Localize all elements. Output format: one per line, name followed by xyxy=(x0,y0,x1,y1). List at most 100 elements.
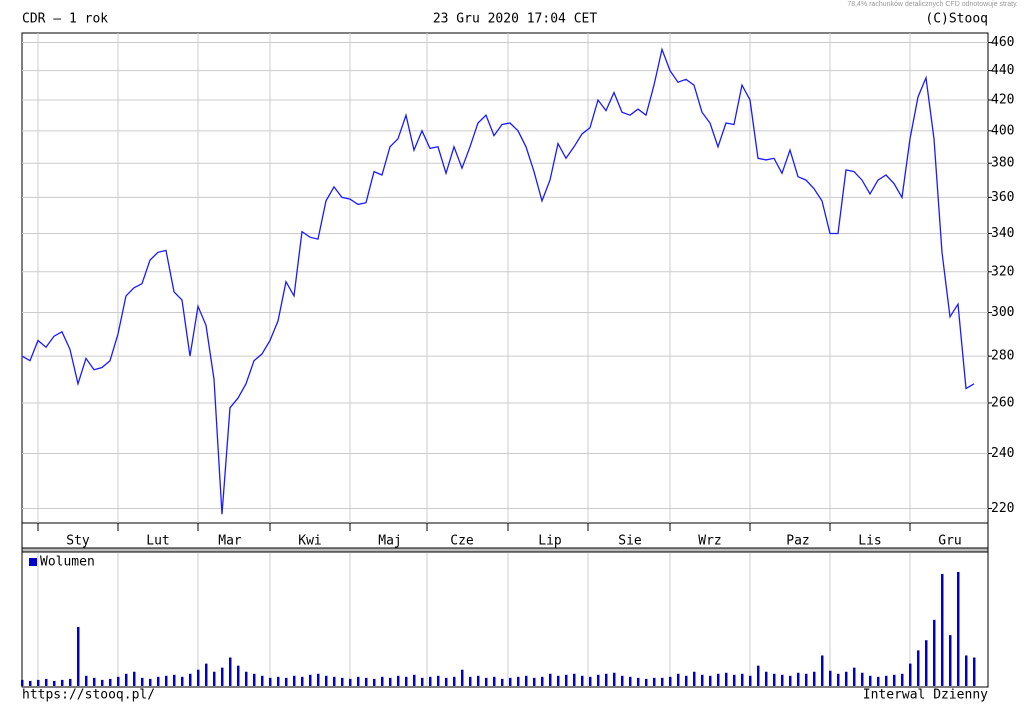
volume-bar xyxy=(437,675,440,686)
y-tick-label: 420 xyxy=(991,93,1014,108)
volume-bar xyxy=(101,679,104,686)
volume-bar xyxy=(741,673,744,686)
volume-bar xyxy=(93,677,96,686)
volume-bar xyxy=(325,675,328,686)
volume-bar xyxy=(581,675,584,686)
volume-bar xyxy=(685,675,688,686)
volume-bar xyxy=(445,677,448,686)
volume-bar xyxy=(29,680,32,686)
y-tick-label: 280 xyxy=(991,349,1014,364)
volume-bar xyxy=(269,677,272,686)
volume-bar xyxy=(189,673,192,686)
x-tick-label: Lis xyxy=(858,534,881,549)
x-tick-label: Maj xyxy=(378,534,401,549)
volume-bar xyxy=(309,674,312,686)
volume-bar xyxy=(37,679,40,686)
volume-bar xyxy=(941,574,944,686)
volume-bar xyxy=(717,673,720,686)
x-tick-label: Mar xyxy=(218,534,242,549)
volume-bar xyxy=(341,677,344,686)
volume-bar xyxy=(549,673,552,686)
volume-bar xyxy=(61,679,64,686)
volume-bar xyxy=(541,676,544,686)
volume-bar xyxy=(333,676,336,686)
volume-bar xyxy=(901,673,904,686)
volume-bar xyxy=(133,671,136,686)
price-line xyxy=(21,47,975,515)
volume-bar xyxy=(421,677,424,686)
volume-bar xyxy=(965,655,968,686)
y-tick-label: 240 xyxy=(991,446,1014,461)
volume-bar xyxy=(157,676,160,686)
volume-bar xyxy=(373,678,376,686)
volume-bar xyxy=(213,671,216,686)
volume-bar xyxy=(917,650,920,686)
x-tick-label: Wrz xyxy=(698,534,721,549)
volume-bar xyxy=(453,676,456,686)
volume-bar xyxy=(317,673,320,686)
volume-bar xyxy=(645,678,648,686)
y-tick-label: 360 xyxy=(991,190,1014,205)
volume-bar xyxy=(709,675,712,686)
volume-bar xyxy=(293,675,296,686)
volume-bar xyxy=(957,572,960,686)
volume-bar xyxy=(141,677,144,686)
volume-bar xyxy=(205,663,208,686)
x-tick-label: Cze xyxy=(450,534,474,549)
volume-bar xyxy=(909,663,912,686)
volume-bar xyxy=(301,676,304,686)
volume-bar xyxy=(77,626,80,686)
volume-bar xyxy=(181,676,184,686)
volume-bar xyxy=(397,675,400,686)
volume-bar xyxy=(693,671,696,686)
x-tick-label: Paz xyxy=(786,534,809,549)
volume-bar xyxy=(813,671,816,686)
chart-date: 23 Gru 2020 17:04 CET xyxy=(433,12,598,27)
volume-bar xyxy=(789,675,792,686)
chart-title: CDR – 1 rok xyxy=(22,12,108,27)
volume-bar xyxy=(877,676,880,686)
volume-bar xyxy=(533,677,536,686)
volume-bar xyxy=(253,673,256,686)
volume-bar xyxy=(245,671,248,686)
x-tick-label: Kwi xyxy=(298,534,321,549)
volume-bar xyxy=(805,673,808,686)
volume-bar xyxy=(829,670,832,686)
volume-bar xyxy=(757,665,760,686)
volume-bar xyxy=(653,677,656,686)
volume-bar xyxy=(165,675,168,686)
volume-bar xyxy=(413,674,416,686)
volume-bar xyxy=(69,678,72,686)
x-tick-label: Sty xyxy=(66,534,90,549)
volume-bar xyxy=(501,678,504,686)
volume-bar xyxy=(821,655,824,686)
disclaimer: 78,4% rachunków detalicznych CFD odnotow… xyxy=(847,1,1018,8)
volume-bar xyxy=(589,676,592,686)
volume-bar xyxy=(277,676,280,686)
volume-bar xyxy=(765,671,768,686)
y-tick-label: 220 xyxy=(991,501,1014,516)
volume-bar xyxy=(557,675,560,686)
volume-bar xyxy=(109,678,112,686)
legend-swatch xyxy=(29,558,37,566)
volume-bar xyxy=(933,619,936,686)
volume-bar xyxy=(869,675,872,686)
volume-bar xyxy=(509,677,512,686)
volume-bar xyxy=(229,657,232,686)
y-tick-label: 300 xyxy=(991,305,1014,320)
footer-interval: Interwal Dzienny xyxy=(863,688,988,703)
volume-bar xyxy=(613,672,616,686)
volume-bar xyxy=(597,674,600,686)
x-tick-label: Lut xyxy=(146,534,169,549)
volume-bar xyxy=(845,671,848,686)
volume-bar xyxy=(605,673,608,686)
volume-bar xyxy=(517,676,520,686)
volume-bar xyxy=(701,674,704,686)
volume-bar xyxy=(405,676,408,686)
volume-frame xyxy=(21,551,989,688)
volume-bar xyxy=(837,673,840,686)
volume-bar xyxy=(469,676,472,686)
volume-bar xyxy=(621,675,624,686)
volume-bar xyxy=(237,665,240,686)
